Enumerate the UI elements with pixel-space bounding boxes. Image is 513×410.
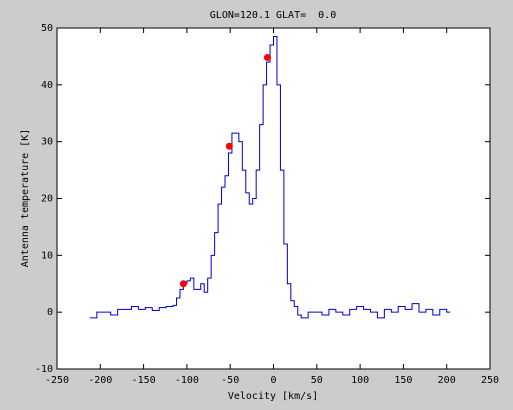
point <box>179 280 187 288</box>
x-tick-label: -200 <box>88 375 112 386</box>
x-tick-label: -100 <box>175 375 199 386</box>
y-tick-label: 50 <box>41 23 53 34</box>
y-axis-label: Antenna temperature [K] <box>20 129 31 267</box>
y-tick-label: 30 <box>41 137 53 148</box>
point <box>225 142 233 150</box>
x-tick-label: 50 <box>311 375 323 386</box>
spectrum-line <box>89 36 451 319</box>
x-tick-label: 250 <box>481 375 499 386</box>
y-tick-label: 0 <box>47 307 53 318</box>
x-tick-label: 150 <box>394 375 412 386</box>
x-tick-label: -250 <box>45 375 69 386</box>
x-axis-label: Velocity [km/s] <box>228 391 318 402</box>
y-tick-label: 40 <box>41 80 53 91</box>
y-tick-label: -10 <box>35 364 53 375</box>
x-tick-label: -50 <box>221 375 239 386</box>
y-tick-label: 10 <box>41 250 53 261</box>
x-tick-label: -150 <box>132 375 156 386</box>
x-tick-label: 100 <box>351 375 369 386</box>
x-tick-label: 0 <box>270 375 276 386</box>
plot-area <box>56 27 491 370</box>
y-tick-label: 20 <box>41 194 53 205</box>
chart-title: GLON=120.1 GLAT= 0.0 <box>210 10 336 21</box>
point <box>263 54 271 62</box>
x-tick-label: 200 <box>438 375 456 386</box>
